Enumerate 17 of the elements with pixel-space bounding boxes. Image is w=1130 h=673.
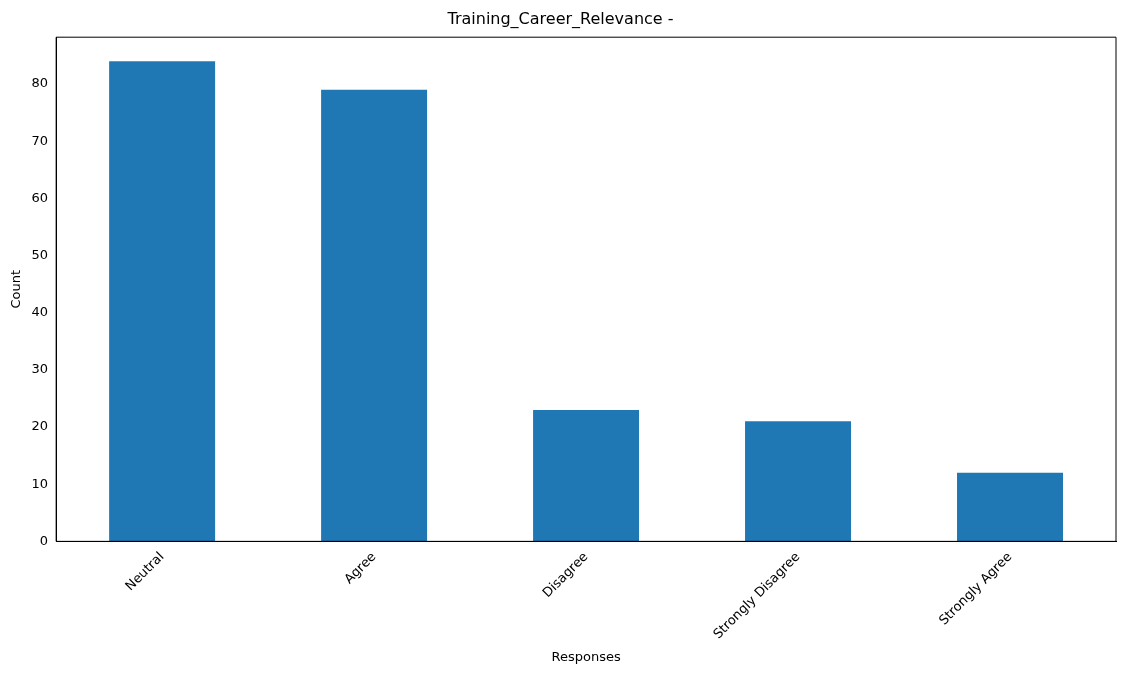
bar — [957, 472, 1064, 542]
bar — [321, 89, 428, 542]
bar — [533, 409, 640, 542]
y-tick-label: 10 — [31, 475, 49, 491]
bar — [745, 421, 852, 542]
x-axis-title: Responses — [551, 648, 621, 664]
y-tick-label: 0 — [39, 532, 49, 548]
y-tick-label: 20 — [31, 418, 49, 434]
y-tick-label: 40 — [31, 304, 49, 320]
y-tick-label: 30 — [31, 361, 49, 377]
chart-title: Training_Career_Relevance - — [446, 8, 674, 29]
y-tick-label: 70 — [31, 132, 49, 148]
y-tick-label: 50 — [31, 246, 49, 262]
y-tick-label: 60 — [31, 189, 49, 205]
y-axis-title: Count — [8, 269, 24, 309]
bar — [109, 61, 216, 542]
y-tick-label: 80 — [31, 75, 49, 91]
